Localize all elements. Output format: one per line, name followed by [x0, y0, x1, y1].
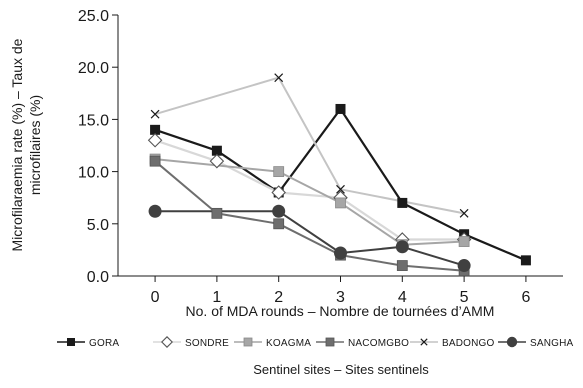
point-badongo: [150, 109, 160, 119]
series-line-nacomgbo: [154, 160, 465, 272]
point-badongo: [459, 208, 469, 218]
series-line-sondre: [154, 139, 465, 241]
legend-label-sangha: SANGHA: [530, 338, 574, 349]
legend-marker-nacomgbo: [325, 337, 335, 347]
point-sondre: [209, 153, 225, 169]
point-sondre: [271, 185, 286, 200]
text-layer: No. of MDA rounds – Nombre de tournées d…: [9, 38, 494, 377]
point-badongo: [274, 73, 284, 83]
point-koagma: [335, 197, 346, 209]
legend-marker-sangha: [506, 336, 518, 348]
point-nacomgbo: [149, 155, 161, 167]
point-gora: [397, 197, 408, 208]
x-tick-label: 1: [212, 289, 221, 306]
point-koagma: [273, 166, 285, 178]
point-sangha: [395, 240, 409, 254]
axes: 0.0 5.0 10.0 15.0 20.0 25.0 0 1 2 3 4 5 6: [78, 8, 563, 306]
point-nacomgbo: [211, 207, 223, 219]
y-tick-label: 0.0: [87, 269, 109, 286]
point-sangha: [334, 246, 347, 260]
point-gora: [211, 145, 222, 156]
legend-label-koagma: KOAGMA: [266, 338, 311, 349]
legend-label-nacomgbo: NACOMGBO: [348, 338, 409, 349]
legend: GORA SONDRE KOAGMA NACOMGBO BADONGO SANGHA: [57, 336, 574, 349]
point-nacomgbo: [396, 260, 408, 271]
x-tick-label: 2: [274, 289, 283, 306]
x-tick-label: 5: [460, 289, 469, 306]
y-tick-label: 20.0: [78, 60, 109, 77]
point-gora: [335, 103, 346, 114]
legend-marker-badongo: [420, 338, 428, 346]
x-tick-label: 0: [151, 289, 160, 306]
legend-marker-koagma: [243, 337, 253, 347]
point-sondre: [147, 133, 163, 148]
legend-label-sondre: SONDRE: [185, 338, 229, 349]
point-gora: [150, 124, 161, 135]
legend-marker-gora: [67, 338, 75, 346]
x-tick-label: 6: [521, 289, 530, 306]
point-badongo: [336, 184, 345, 194]
legend-marker-sondre: [161, 336, 173, 348]
point-koagma: [458, 236, 470, 247]
y-axis-title-line-1: Microfilaraemia rate (%) – Taux de: [9, 38, 25, 251]
y-tick-label: 5.0: [87, 217, 109, 234]
x-tick-label: 3: [336, 289, 345, 306]
y-tick-label: 10.0: [78, 165, 109, 182]
series-line-gora: [154, 107, 527, 262]
marker-layer: [147, 73, 531, 277]
legend-label-gora: GORA: [89, 338, 119, 349]
point-gora: [520, 255, 531, 266]
legend-label-badongo: BADONGO: [442, 338, 495, 349]
point-sangha: [272, 204, 286, 218]
legend-title: Sentinel sites – Sites sentinels: [253, 362, 429, 377]
y-tick-label: 15.0: [78, 112, 109, 129]
point-nacomgbo: [273, 218, 285, 230]
point-sangha: [457, 259, 471, 273]
x-axis-title: No. of MDA rounds – Nombre de tournées d…: [186, 303, 495, 319]
x-tick-label: 4: [398, 289, 407, 306]
y-axis-title-line-2: microfilaires (%): [27, 95, 43, 195]
y-tick-label: 25.0: [78, 8, 109, 25]
point-sangha: [148, 204, 162, 218]
